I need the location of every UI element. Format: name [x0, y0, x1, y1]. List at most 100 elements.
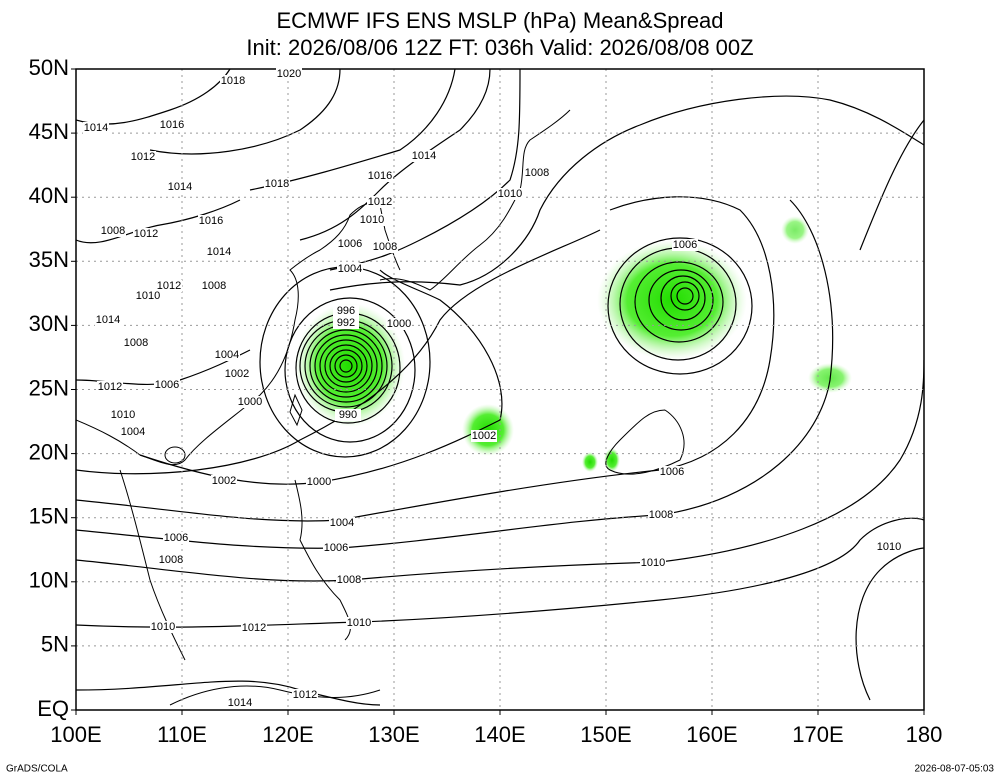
contour-label: 1008: [202, 280, 226, 292]
contour-label-bg: [163, 532, 189, 544]
contour-label: 1018: [221, 75, 245, 87]
contour-label-bg: [201, 280, 227, 292]
contour-label-bg: [214, 349, 240, 361]
contour-label: 1014: [412, 150, 436, 162]
contour-label: 1006: [155, 379, 179, 391]
contour-label-bg: [367, 170, 393, 182]
contour-label-bg: [306, 476, 332, 488]
contour-label: 1008: [159, 554, 183, 566]
contour-label: 1020: [277, 68, 301, 80]
labels: EQ 5N 10N 15N 20N 25N 30N 35N 40N 45N 50N 100E 110E 1…: [29, 55, 943, 747]
lat-label: EQ: [37, 696, 69, 721]
contour-label-bg: [335, 409, 361, 421]
contour-label-bg: [264, 178, 290, 190]
lon-label: 180: [906, 722, 943, 747]
contour-label-bg: [167, 181, 193, 193]
footer-right: 2026-08-07-05:03: [914, 764, 994, 775]
contour-label-bg: [198, 215, 224, 227]
lon-label: 110E: [157, 722, 207, 747]
contour-label-bg: [150, 621, 176, 633]
contour-label: 996: [337, 305, 355, 317]
contour-label: 1008: [124, 337, 148, 349]
lon-label: 130E: [368, 722, 419, 747]
contour-label-bg: [123, 337, 149, 349]
title: ECMWF IFS ENS MSLP (hPa) Mean&Spread: [276, 8, 723, 33]
contour-label: 1004: [215, 349, 239, 361]
lat-label: 15N: [29, 504, 69, 529]
contour-label-bg: [292, 689, 318, 701]
contour-label: 1010: [151, 621, 175, 633]
lon-label: 150E: [580, 722, 631, 747]
contour-label-bg: [336, 574, 362, 586]
contour-label-bg: [329, 517, 355, 529]
contour-label-bg: [659, 466, 685, 478]
contour-label: 1000: [307, 476, 331, 488]
contour-label-bg: [227, 697, 253, 709]
contour-label-bg: [640, 557, 666, 569]
subtitle: Init: 2026/08/06 12Z FT: 036h Valid: 202…: [246, 35, 753, 60]
contour-label: 1004: [338, 263, 362, 275]
contour-label: 1002: [472, 430, 496, 442]
contour-label: 1008: [373, 241, 397, 253]
contour-label-bg: [337, 263, 363, 275]
contour-label: 1006: [164, 532, 188, 544]
contour-label: 1014: [84, 122, 108, 134]
lon-label: 100E: [50, 722, 101, 747]
contour-label: 1012: [134, 228, 158, 240]
contour-label-bg: [135, 290, 161, 302]
contour-label: 1012: [157, 280, 181, 292]
contour-label-bg: [158, 554, 184, 566]
contour-label: 1002: [225, 368, 249, 380]
contour-label: 1006: [673, 239, 697, 251]
contour-label: 1016: [199, 215, 223, 227]
contour-label-bg: [524, 167, 550, 179]
lon-label: 120E: [262, 722, 313, 747]
contour-label-bg: [206, 246, 232, 258]
contour-label-bg: [411, 150, 437, 162]
contour-label: 1010: [498, 188, 522, 200]
contour-label: 1016: [368, 170, 392, 182]
contour-label: 1004: [121, 426, 145, 438]
contour-label-bg: [156, 280, 182, 292]
contour-label: 1018: [265, 178, 289, 190]
lat-label: 20N: [29, 439, 69, 464]
contour-label-bg: [95, 314, 121, 326]
contour-label: 1014: [228, 697, 252, 709]
contour-label-bg: [120, 426, 146, 438]
contour-label-bg: [497, 188, 523, 200]
contour-label-bg: [130, 151, 156, 163]
contour-label: 1010: [360, 214, 384, 226]
contour-label-bg: [359, 214, 385, 226]
lat-label: 30N: [29, 311, 69, 336]
contour-label: 1010: [111, 409, 135, 421]
lat-label: 40N: [29, 183, 69, 208]
contour-label: 1004: [330, 517, 354, 529]
contour-label-bg: [367, 196, 393, 208]
contour-label-bg: [471, 430, 497, 442]
contour-label-bg: [154, 379, 180, 391]
contour-label: 1006: [324, 542, 348, 554]
footer-left: GrADS/COLA: [6, 764, 68, 775]
contour-label: 1014: [96, 314, 120, 326]
contour-label-bg: [97, 381, 123, 393]
map-area: [76, 69, 924, 706]
contour-label: 1012: [368, 196, 392, 208]
contour-label: 1010: [877, 541, 901, 553]
contour-label-bg: [83, 122, 109, 134]
contour-label-bg: [648, 509, 674, 521]
contour-label: 1014: [207, 246, 231, 258]
contour-label: 1010: [641, 557, 665, 569]
contour-label-bg: [346, 617, 372, 629]
contour-label: 1012: [131, 151, 155, 163]
lat-label: 45N: [29, 119, 69, 144]
lat-label: 25N: [29, 375, 69, 400]
contour-label-bg: [323, 542, 349, 554]
contour-label: 1008: [337, 574, 361, 586]
lon-label: 160E: [686, 722, 737, 747]
contour-label: 1012: [293, 689, 317, 701]
lat-label: 50N: [29, 55, 69, 80]
contour-label-bg: [220, 75, 246, 87]
contour-label-bg: [224, 368, 250, 380]
lat-label: 10N: [29, 568, 69, 593]
